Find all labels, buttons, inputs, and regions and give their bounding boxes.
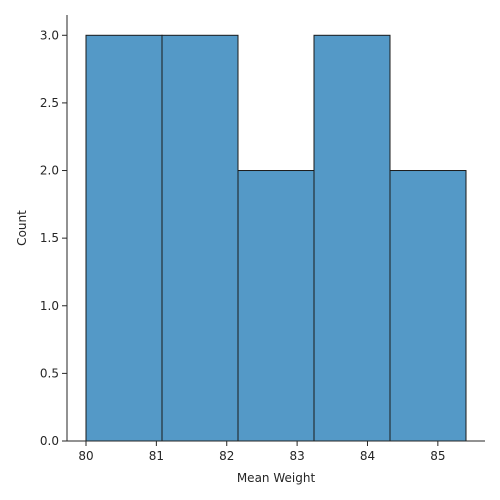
histogram-bar-1: [86, 35, 162, 441]
x-tick-label: 80: [78, 449, 93, 463]
x-axis-label: Mean Weight: [237, 471, 316, 485]
y-tick-label: 0.5: [40, 366, 59, 380]
y-tick-label: 2.5: [40, 96, 59, 110]
x-tick-label: 84: [360, 449, 375, 463]
y-tick-label: 1.5: [40, 231, 59, 245]
histogram-bar-4: [314, 35, 390, 441]
histogram-bar-5: [390, 171, 466, 441]
bars-group: [86, 35, 466, 441]
y-tick-label: 0.0: [40, 434, 59, 448]
x-tick-label: 82: [219, 449, 234, 463]
y-tick-label: 2.0: [40, 164, 59, 178]
histogram-bar-3: [238, 171, 314, 441]
x-tick-label: 85: [430, 449, 445, 463]
x-ticks-group: 80 81 82 83 84 85: [78, 441, 445, 463]
histogram-bar-2: [162, 35, 238, 441]
y-axis-label: Count: [15, 210, 29, 246]
y-tick-label: 3.0: [40, 28, 59, 42]
x-tick-label: 81: [149, 449, 164, 463]
y-tick-label: 1.0: [40, 299, 59, 313]
x-tick-label: 83: [289, 449, 304, 463]
y-ticks-group: 0.0 0.5 1.0 1.5 2.0 2.5 3.0: [40, 28, 67, 448]
